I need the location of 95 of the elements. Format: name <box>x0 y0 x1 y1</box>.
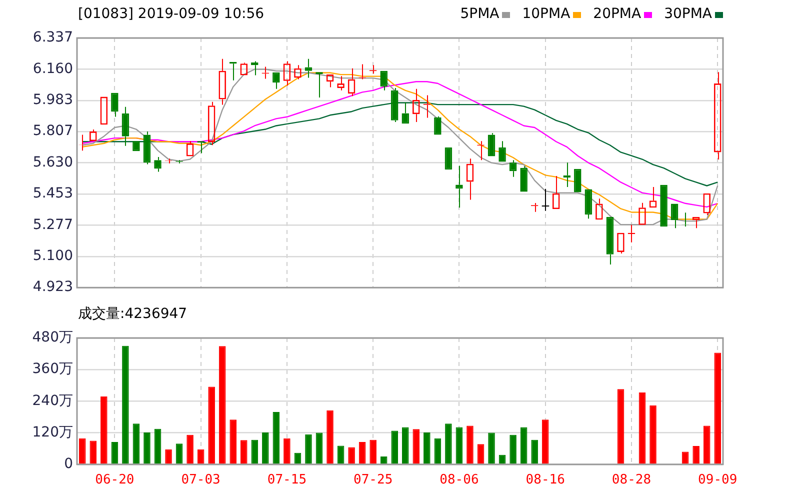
x-tick-label: 06-20 <box>95 472 134 488</box>
bar <box>638 392 646 464</box>
y-tick-label: 5.277 <box>32 216 73 233</box>
candlestick <box>520 166 528 192</box>
y-tick-label: 6.337 <box>32 30 73 46</box>
bar <box>348 447 355 464</box>
bar <box>90 440 97 464</box>
bar <box>456 427 463 464</box>
bar <box>100 396 108 464</box>
bar <box>272 412 280 464</box>
candlestick <box>456 165 463 208</box>
x-tick-label: 08-06 <box>440 472 479 488</box>
bar <box>477 444 484 464</box>
y-tick-label: 360万 <box>32 361 73 378</box>
bar <box>154 428 162 464</box>
candlestick <box>229 62 237 81</box>
candlestick <box>670 204 678 229</box>
x-tick-label: 07-15 <box>267 472 307 488</box>
chart-title: [01083] 2019-09-09 10:56 <box>78 6 264 22</box>
bar <box>358 442 366 464</box>
legend-label: 10PMA <box>522 6 570 22</box>
x-tick-label: 08-16 <box>526 472 565 488</box>
x-tick-label: 07-03 <box>181 472 220 488</box>
bar <box>208 386 215 464</box>
bar <box>520 427 528 464</box>
bar <box>218 346 226 464</box>
candlestick <box>122 106 130 146</box>
y-tick-label: 5.453 <box>32 186 73 202</box>
bar <box>316 432 323 464</box>
candlestick <box>628 224 636 243</box>
candlestick <box>154 156 162 172</box>
y-tick-label: 0 <box>64 456 73 472</box>
y-tick-label: 5.983 <box>32 92 73 108</box>
bar <box>251 440 258 464</box>
bar <box>176 444 183 464</box>
bar <box>445 424 452 464</box>
candlestick <box>498 140 506 162</box>
y-tick-label: 4.923 <box>32 279 73 296</box>
y-tick-label: 6.160 <box>32 60 73 77</box>
bar <box>542 420 549 464</box>
bar <box>186 434 194 464</box>
bar <box>165 449 172 464</box>
candlestick <box>584 189 592 220</box>
y-tick-label: 5.630 <box>32 154 73 170</box>
bar <box>703 426 710 464</box>
candlestick <box>380 70 388 91</box>
bar <box>240 440 248 464</box>
bar <box>650 405 656 464</box>
bar <box>617 389 624 464</box>
bar <box>424 432 430 464</box>
x-tick-label: 08-28 <box>612 472 652 488</box>
bar <box>230 420 237 464</box>
legend-label: 20PMA <box>593 6 642 22</box>
candlestick <box>541 188 550 212</box>
candlestick <box>143 131 151 165</box>
bar <box>466 426 474 464</box>
chart-title: 成交量:4236947 <box>78 305 188 323</box>
bar <box>305 434 312 464</box>
y-tick-label: 5.807 <box>32 123 73 140</box>
candlestick <box>488 132 496 156</box>
bar <box>111 442 118 464</box>
legend-label: 5PMA <box>460 6 500 22</box>
candlestick <box>390 87 398 123</box>
bar <box>326 410 334 464</box>
y-tick-label: 5.100 <box>32 248 73 264</box>
bar <box>132 424 140 464</box>
bar <box>144 432 150 464</box>
candlestick <box>563 162 571 188</box>
bar <box>337 446 344 464</box>
bar <box>370 440 376 464</box>
x-tick-label: 09-09 <box>698 472 738 488</box>
bar <box>488 432 495 464</box>
bar <box>714 352 722 464</box>
candlestick <box>304 58 312 78</box>
bar <box>412 429 420 464</box>
bar <box>434 438 442 464</box>
y-tick-label: 120万 <box>32 424 73 440</box>
bar <box>262 432 269 464</box>
bar <box>78 438 86 464</box>
candlestick <box>509 160 517 178</box>
legend-label: 30PMA <box>664 6 712 22</box>
bar <box>402 427 409 464</box>
x-tick-label: 07-25 <box>354 472 393 488</box>
bar <box>682 452 689 464</box>
bar <box>197 449 204 464</box>
y-tick-label: 480万 <box>32 330 73 346</box>
y-tick-label: 240万 <box>32 392 73 409</box>
bar <box>122 346 129 464</box>
bar <box>531 440 538 464</box>
bar <box>284 438 290 464</box>
candlestick <box>434 116 442 135</box>
candlestick <box>111 92 118 118</box>
bar <box>510 434 516 464</box>
bar <box>692 446 700 464</box>
bar <box>391 430 398 464</box>
